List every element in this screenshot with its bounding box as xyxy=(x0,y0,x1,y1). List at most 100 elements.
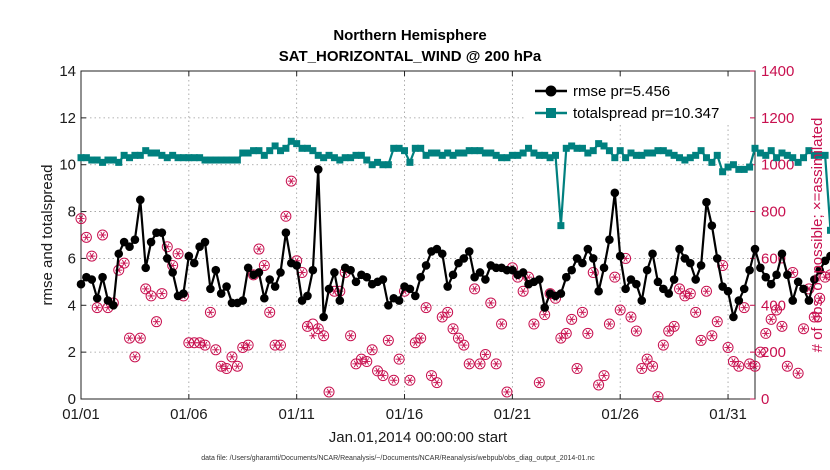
totalspread-point xyxy=(794,158,802,166)
obs-possible-point xyxy=(722,341,734,353)
obs-possible-point xyxy=(598,370,610,382)
obs-assimilated-point xyxy=(449,325,457,333)
obs-possible-point xyxy=(609,271,621,283)
obs-assimilated-point xyxy=(632,327,640,335)
obs-possible-point xyxy=(711,316,723,328)
totalspread-point xyxy=(179,154,187,162)
rmse-point xyxy=(394,296,404,305)
totalspread-point xyxy=(395,144,403,152)
obs-possible-point xyxy=(517,285,529,297)
obs-assimilated-point xyxy=(708,332,716,340)
obs-possible-point xyxy=(452,332,464,344)
totalspread-point xyxy=(530,149,538,157)
obs-assimilated-point xyxy=(729,358,738,365)
totalspread-point xyxy=(384,161,392,169)
obs-possible-point xyxy=(75,213,87,225)
obs-possible-point xyxy=(420,302,432,314)
totalspread-point xyxy=(314,151,322,159)
totalspread-point xyxy=(277,147,285,155)
obs-possible-point xyxy=(242,339,254,351)
totalspread-point xyxy=(320,154,328,162)
rmse-point xyxy=(766,279,776,289)
rmse-point xyxy=(146,237,156,247)
obs-possible-point xyxy=(819,271,830,283)
rmse-point xyxy=(804,296,814,305)
obs-possible-point xyxy=(113,264,125,276)
totalspread-point xyxy=(643,149,651,157)
totalspread-point xyxy=(627,149,635,157)
totalspread-point xyxy=(99,158,107,166)
obs-assimilated-point xyxy=(433,379,441,386)
obs-assimilated-point xyxy=(82,233,90,241)
obs-assimilated-point xyxy=(395,355,403,363)
totalspread-point xyxy=(460,149,468,157)
rmse-point xyxy=(303,291,312,301)
y-tick-label-0: 0 xyxy=(68,391,76,408)
obs-assimilated-point xyxy=(600,372,608,379)
y-tick-label-3: 6 xyxy=(68,250,76,267)
obs-assimilated-point xyxy=(605,320,614,328)
totalspread-point xyxy=(401,147,409,155)
totalspread-point xyxy=(104,156,112,164)
obs-possible-point xyxy=(533,377,545,389)
rmse-point xyxy=(761,272,771,282)
totalspread-point xyxy=(298,144,306,152)
rmse-point xyxy=(200,237,210,247)
obs-assimilated-point xyxy=(417,334,425,342)
totalspread-point xyxy=(136,151,144,159)
obs-assimilated-point xyxy=(222,365,231,372)
obs-possible-point xyxy=(700,285,712,297)
obs-possible-point xyxy=(765,313,777,325)
rmse-point xyxy=(319,312,328,322)
obs-possible-point xyxy=(140,283,152,295)
obs-possible-point xyxy=(668,320,680,332)
totalspread-point xyxy=(228,156,236,164)
totalspread-point xyxy=(821,151,829,159)
data-file-note: data file: /Users/gharamti/Documents/NCA… xyxy=(201,455,595,462)
totalspread-point xyxy=(697,147,705,155)
obs-assimilated-point xyxy=(762,330,770,337)
rmse-point xyxy=(254,268,264,277)
obs-assimilated-point xyxy=(390,376,398,384)
obs-assimilated-point xyxy=(93,304,101,311)
totalspread-point xyxy=(622,154,630,162)
totalspread-point xyxy=(773,154,781,162)
y-tick-label-7: 14 xyxy=(59,63,76,80)
rmse-point xyxy=(378,275,388,284)
totalspread-point xyxy=(260,151,268,159)
obs-assimilated-point xyxy=(681,292,689,300)
legend: rmse pr=5.456 totalspread pr=10.347 xyxy=(525,77,750,125)
obs-assimilated-point xyxy=(799,325,808,333)
obs-assimilated-point xyxy=(136,334,144,342)
totalspread-point xyxy=(692,151,700,159)
obs-possible-point xyxy=(808,311,820,323)
obs-possible-point xyxy=(318,330,330,342)
totalspread-point xyxy=(724,163,732,171)
totalspread-point xyxy=(206,156,214,164)
totalspread-point xyxy=(390,144,398,152)
rmse-point xyxy=(772,270,781,280)
obs-assimilated-point xyxy=(573,365,581,372)
totalspread-point xyxy=(347,154,355,162)
obs-assimilated-point xyxy=(363,358,371,365)
totalspread-point xyxy=(325,151,333,159)
totalspread-point xyxy=(233,156,241,164)
totalspread-point xyxy=(287,137,295,145)
rmse-point xyxy=(335,296,345,305)
totalspread-point xyxy=(686,154,694,162)
obs-possible-point xyxy=(582,327,594,339)
rmse-point xyxy=(464,247,474,256)
rmse-point xyxy=(518,268,528,277)
rmse-point xyxy=(810,275,819,284)
obs-assimilated-point xyxy=(746,360,754,368)
obs-assimilated-point xyxy=(158,290,166,297)
totalspread-point xyxy=(465,147,473,155)
obs-assimilated-point xyxy=(702,287,711,295)
rmse-point xyxy=(346,265,355,275)
chart-title-line2: SAT_HORIZONTAL_WIND @ 200 hPa xyxy=(279,48,542,65)
totalspread-point xyxy=(562,144,570,152)
rmse-point xyxy=(437,249,447,259)
totalspread-point xyxy=(239,149,247,157)
totalspread-point xyxy=(589,147,597,155)
obs-possible-point xyxy=(679,290,691,302)
